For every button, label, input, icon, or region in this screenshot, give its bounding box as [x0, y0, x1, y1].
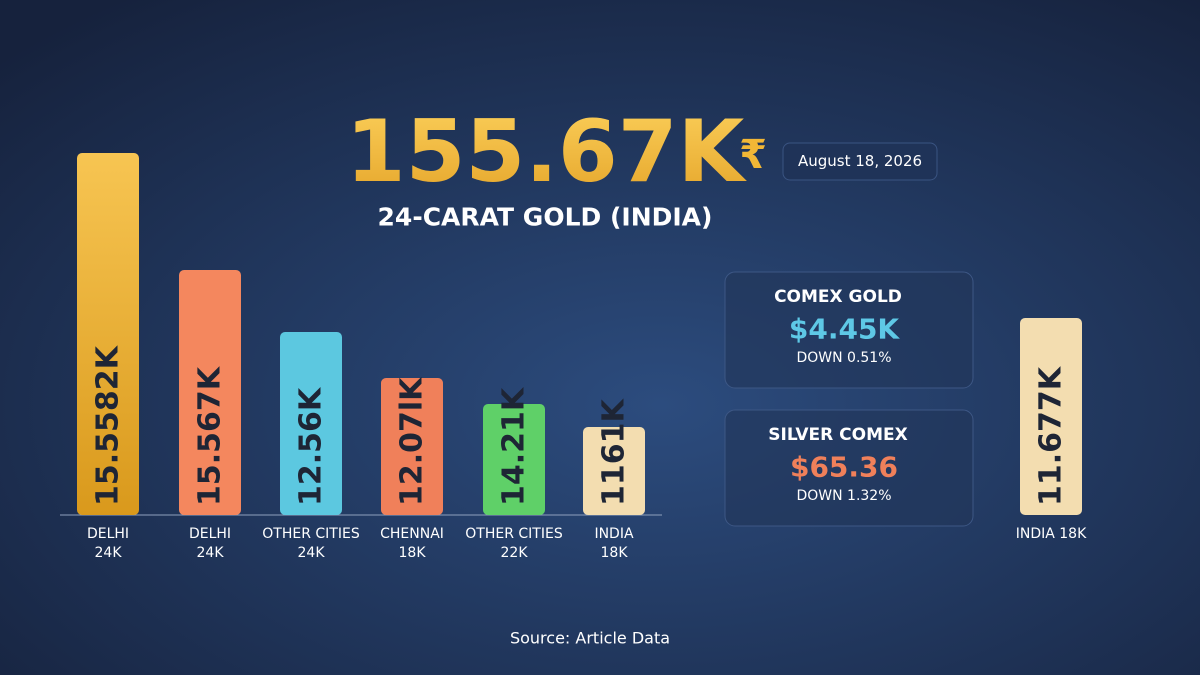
bar: [583, 427, 645, 515]
bar-category: 18K: [601, 545, 629, 561]
card-change: DOWN 0.51%: [796, 350, 891, 366]
bar-category: OTHER CITIES: [465, 526, 563, 542]
card-title: COMEX GOLD: [774, 287, 902, 307]
subtitle: 24-CARAT GOLD (INDIA): [378, 203, 713, 232]
bar-category: INDIA: [594, 526, 634, 542]
bar-category: DELHI: [87, 526, 129, 542]
source: Source: Article Data: [510, 629, 670, 648]
bar: [483, 404, 545, 515]
bar-label: 15.567K: [193, 365, 228, 506]
bar-category: 22K: [501, 545, 529, 561]
bar-category: 24K: [298, 545, 326, 561]
bar: [381, 378, 443, 515]
bar: [1020, 318, 1082, 515]
bar-label: 15.5582K: [91, 344, 126, 506]
card: [724, 409, 974, 527]
card-title: SILVER COMEX: [768, 425, 907, 445]
bar-category: DELHI: [189, 526, 231, 542]
date-box: [782, 142, 938, 181]
bar-category: 24K: [95, 545, 123, 561]
bar: [179, 270, 241, 515]
card-value: $4.45K: [789, 313, 901, 346]
bar-label: 12.07lK: [395, 376, 430, 506]
bar-category: 24K: [197, 545, 225, 561]
headline-value: 155.67K: [346, 102, 748, 202]
card-value: $65.36: [790, 451, 898, 484]
bar-category: OTHER CITIES: [262, 526, 360, 542]
bar: [77, 153, 139, 515]
bar-label: 14.21K: [497, 386, 532, 506]
bar-category: INDIA 18K: [1016, 526, 1087, 542]
card: [724, 271, 974, 389]
bar-category: CHENNAI: [380, 526, 444, 542]
bar-category: 18K: [399, 545, 427, 561]
date: August 18, 2026: [798, 152, 922, 170]
bar-label: 1161K: [597, 398, 632, 506]
bar-label: 12.56K: [294, 386, 329, 506]
card-change: DOWN 1.32%: [796, 488, 891, 504]
bar: [280, 332, 342, 515]
currency-symbol: ₹: [739, 132, 767, 178]
bar-label: 11.677K: [1034, 365, 1069, 506]
